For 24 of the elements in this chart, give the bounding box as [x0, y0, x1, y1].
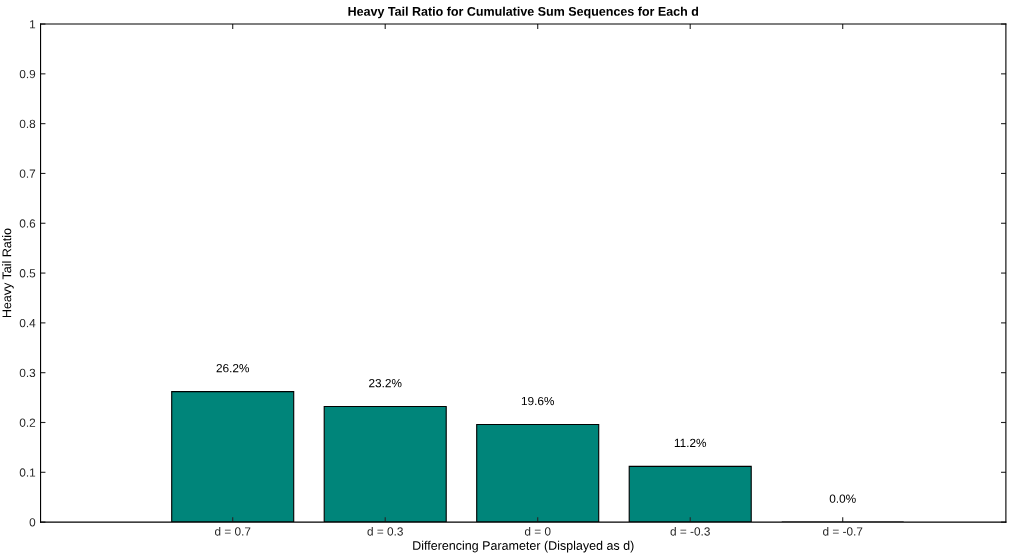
y-tick-label: 0.2 [19, 418, 36, 427]
y-tick-label: 0.8 [19, 119, 36, 129]
data-label: 26.2% [216, 364, 250, 373]
x-tick-label: d = 0.3 [367, 526, 403, 536]
y-tick-label: 1 [30, 20, 36, 29]
y-tick-label: 0.3 [19, 368, 36, 378]
y-tick-label: 0.4 [19, 318, 36, 328]
x-axis-title: Differencing Parameter (Displayed as d) [413, 540, 634, 553]
x-tick-label: d = -0.3 [670, 526, 710, 536]
chart-title: Heavy Tail Ratio for Cumulative Sum Sequences for Each d [348, 6, 699, 19]
y-tick-label: 0.7 [19, 169, 36, 178]
y-tick-label: 0.1 [19, 468, 36, 477]
data-label: 23.2% [369, 378, 402, 388]
data-label: 0.0% [829, 494, 856, 503]
y-axis-title: Heavy Tail Ratio [2, 228, 14, 318]
y-tick-label: 0.6 [19, 219, 36, 228]
data-label: 19.6% [521, 396, 555, 406]
y-tick-label: 0.5 [19, 269, 36, 278]
x-tick-label: d = -0.7 [823, 526, 863, 536]
x-tick-label: d = 0.7 [214, 526, 251, 536]
x-tick-label: d = 0 [524, 526, 551, 536]
y-tick-label: 0.9 [19, 69, 36, 79]
y-tick-label: 0 [29, 518, 36, 527]
data-label: 11.2% [674, 438, 707, 448]
